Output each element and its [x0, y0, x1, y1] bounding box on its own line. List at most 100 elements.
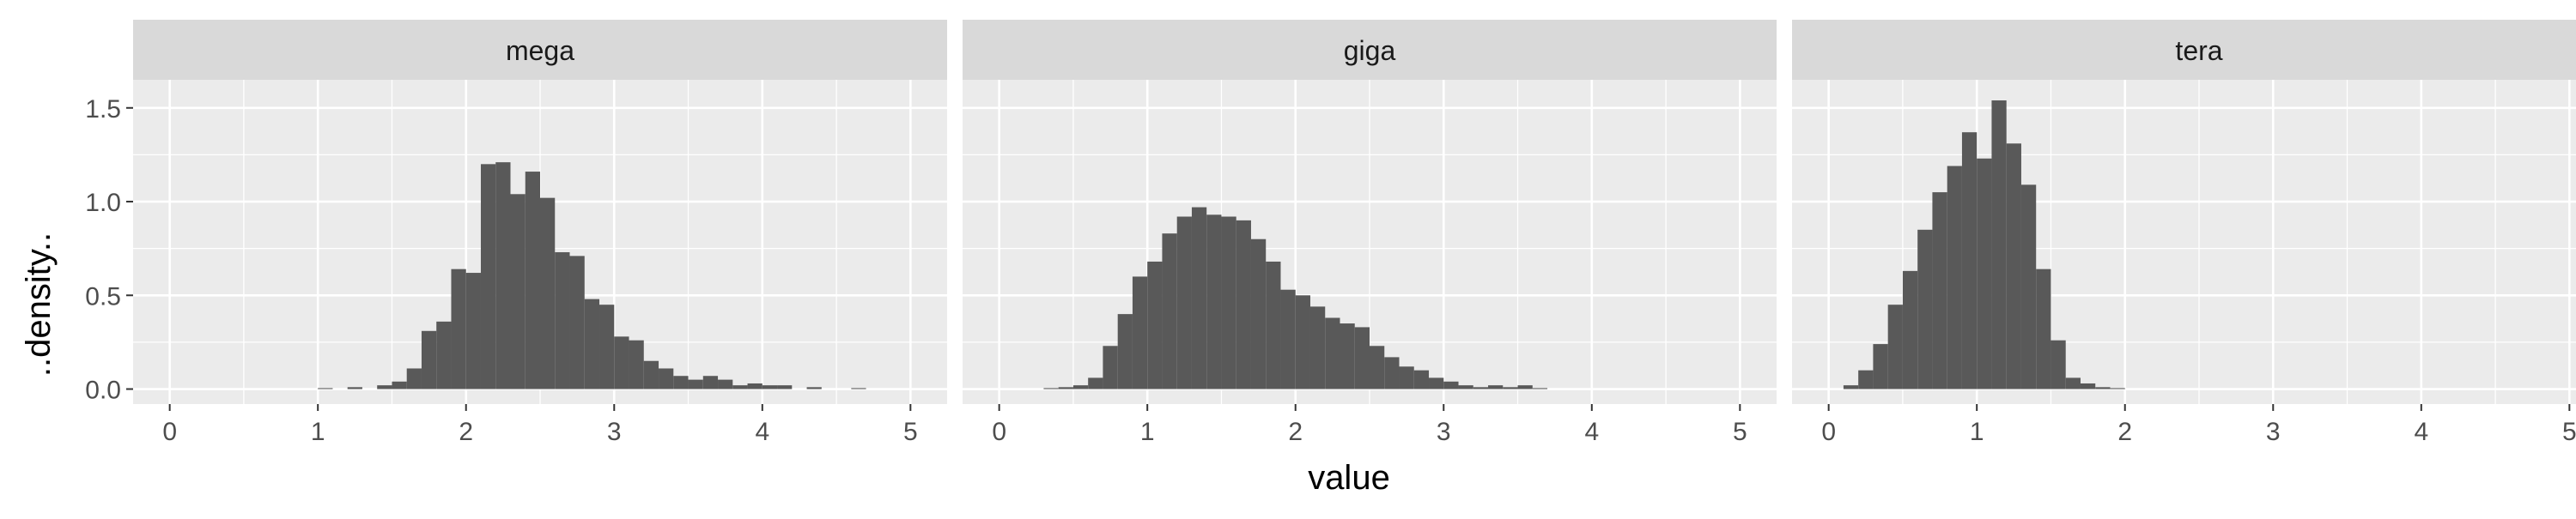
histogram-bar [318, 388, 333, 389]
facet-strip [1792, 20, 2576, 80]
x-tick-label: 4 [1584, 418, 1599, 446]
histogram-bar [1961, 132, 1978, 389]
histogram-bar [1532, 388, 1548, 389]
histogram-bar [1103, 346, 1118, 389]
histogram-bar [540, 197, 556, 389]
histogram-bar [702, 376, 719, 389]
histogram-bar [1058, 387, 1073, 389]
histogram-bar [673, 376, 689, 389]
histogram-bar [1354, 327, 1370, 389]
facet-strip [963, 20, 1777, 80]
histogram-bar [718, 379, 733, 389]
histogram-bar [599, 305, 615, 389]
histogram-bar [525, 172, 540, 389]
y-tick-label: 0.0 [85, 377, 121, 405]
histogram-bar [1309, 306, 1326, 389]
histogram-bar [1947, 166, 1962, 389]
histogram-bar [1370, 346, 1385, 389]
histogram-bar [851, 388, 866, 389]
x-tick-label: 0 [992, 418, 1006, 446]
histogram-bar [1236, 220, 1251, 389]
histogram-bar [688, 379, 703, 389]
histogram-bar [569, 256, 585, 389]
facet-panels: mega 0 1 2 3 4 5 giga 0 1 2 3 4 5 tera 0 1 2 3 4 5 [133, 20, 2576, 446]
histogram-bar [659, 368, 674, 389]
histogram-bar [480, 164, 496, 389]
histogram-bar [1325, 317, 1340, 389]
x-tick-label: 2 [2117, 418, 2132, 446]
facet-panel-mega: mega 0 1 2 3 4 5 [133, 20, 947, 446]
histogram-bar [732, 385, 748, 389]
x-tick-label: 0 [1821, 418, 1836, 446]
histogram-bar [1902, 270, 1918, 389]
histogram-bar [555, 252, 570, 389]
y-tick-label: 0.5 [85, 282, 121, 311]
histogram-bar [1413, 370, 1430, 389]
histogram-bar [1043, 388, 1059, 389]
histogram-bar [1250, 238, 1267, 389]
histogram-bar [1873, 344, 1888, 389]
histogram-bar [643, 360, 659, 389]
facet-strip-label: giga [1344, 35, 1396, 66]
histogram-bar [2065, 377, 2081, 389]
histogram-bar [1191, 207, 1207, 389]
histogram-bar [777, 385, 793, 389]
x-tick-label: 3 [1437, 418, 1451, 446]
histogram-bar [1932, 192, 1947, 389]
histogram-bar [806, 387, 822, 389]
x-tick-label: 3 [2266, 418, 2281, 446]
histogram-bar [1221, 216, 1236, 389]
histogram-bar [406, 368, 422, 389]
histogram-bar [1162, 233, 1177, 389]
histogram-bar [465, 273, 481, 389]
facet-panel-tera: tera 0 1 2 3 4 5 [1792, 20, 2576, 446]
x-tick-label: 5 [1733, 418, 1747, 446]
histogram-bar [2050, 340, 2066, 389]
histogram-bar [1147, 261, 1163, 389]
x-tick-label: 1 [1970, 418, 1984, 446]
histogram-bar [1295, 295, 1310, 389]
histogram-bar [1443, 381, 1459, 389]
histogram-bar [2080, 383, 2096, 389]
histogram-bar [1429, 377, 1444, 389]
histogram-bar [2036, 269, 2051, 389]
histogram-bar [1887, 305, 1903, 389]
histogram-bar [584, 299, 600, 389]
x-axis-title: value [1308, 459, 1390, 497]
histogram-bar [392, 381, 407, 389]
histogram-bar [747, 383, 762, 389]
y-axis-title: ..density.. [20, 232, 58, 377]
x-tick-label: 4 [2414, 418, 2428, 446]
histogram-bar [2020, 184, 2037, 389]
histogram-bar [762, 385, 778, 389]
x-tick-label: 2 [1288, 418, 1303, 446]
x-tick-label: 1 [311, 418, 325, 446]
x-tick-label: 1 [1140, 418, 1155, 446]
histogram-bar [1088, 377, 1103, 389]
histogram-bar [1977, 158, 1992, 389]
histogram-bar [510, 194, 526, 389]
histogram-bar [1458, 385, 1473, 389]
histogram-bar [614, 336, 629, 389]
histogram-bar [421, 330, 437, 389]
histogram-bar [451, 269, 466, 389]
histogram-bar [1132, 276, 1148, 389]
histogram-bar [2095, 387, 2111, 389]
x-tick-label: 5 [2562, 418, 2576, 446]
histogram-bar [1991, 100, 2007, 389]
x-tick-label: 3 [607, 418, 622, 446]
histogram-bar [347, 387, 362, 389]
histogram-bar [1858, 370, 1874, 389]
x-tick-label: 5 [903, 418, 918, 446]
histogram-bar [377, 385, 392, 389]
facet-strip-label: mega [506, 35, 574, 66]
histogram-bar [2006, 143, 2021, 389]
histogram-bar [1488, 385, 1504, 389]
histogram-bar [1384, 357, 1400, 389]
histogram-bar [1176, 216, 1192, 389]
x-tick-label: 4 [755, 418, 769, 446]
histogram-bar [1117, 314, 1133, 389]
histogram-bar [1340, 323, 1355, 389]
y-tick-label: 1.5 [85, 95, 121, 124]
